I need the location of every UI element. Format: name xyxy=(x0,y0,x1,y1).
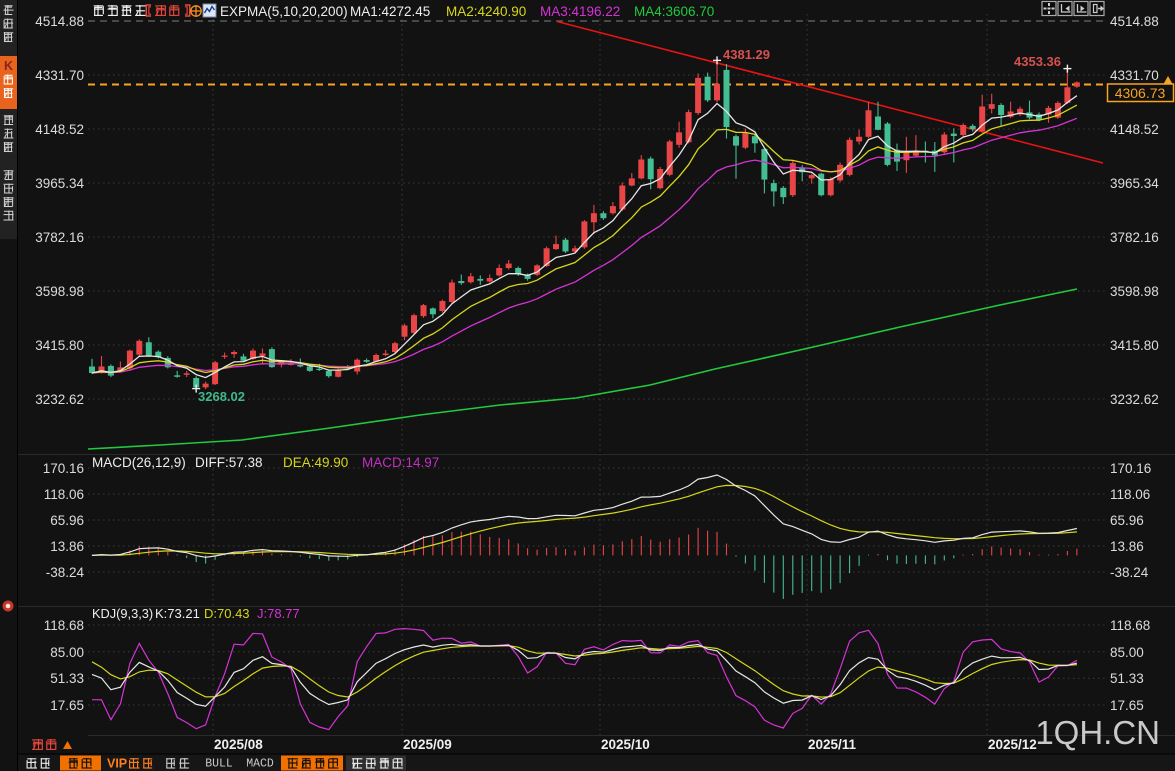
svg-text:3782.16: 3782.16 xyxy=(1110,230,1159,245)
svg-text:J:78.77: J:78.77 xyxy=(257,606,300,621)
svg-text:K:73.21: K:73.21 xyxy=(155,606,200,621)
svg-text:118.06: 118.06 xyxy=(44,487,84,502)
svg-text:51.33: 51.33 xyxy=(50,671,84,686)
svg-text:VIP: VIP xyxy=(107,757,127,771)
svg-text:17.65: 17.65 xyxy=(50,698,84,713)
svg-text:KDJ(9,3,3): KDJ(9,3,3) xyxy=(92,606,153,621)
svg-text:3232.62: 3232.62 xyxy=(35,392,84,407)
svg-text:4148.52: 4148.52 xyxy=(1110,122,1159,137)
svg-text:3965.34: 3965.34 xyxy=(1110,176,1159,191)
svg-text:DIFF:57.38: DIFF:57.38 xyxy=(195,455,263,470)
svg-text:D:70.43: D:70.43 xyxy=(204,606,250,621)
svg-text:170.16: 170.16 xyxy=(43,461,84,476)
svg-text:K: K xyxy=(4,59,13,73)
svg-text:51.33: 51.33 xyxy=(1110,671,1144,686)
svg-text:2025/10: 2025/10 xyxy=(601,737,650,752)
svg-text:4381.29: 4381.29 xyxy=(723,47,770,62)
svg-text:3598.98: 3598.98 xyxy=(1110,284,1159,299)
svg-text:BULL: BULL xyxy=(205,758,233,771)
svg-text:85.00: 85.00 xyxy=(50,645,84,660)
svg-text:1QH.CN: 1QH.CN xyxy=(1035,714,1160,751)
svg-text:MA1:4272.45: MA1:4272.45 xyxy=(350,4,430,19)
svg-text:3598.98: 3598.98 xyxy=(35,284,84,299)
svg-text:85.00: 85.00 xyxy=(1110,645,1144,660)
svg-text:13.86: 13.86 xyxy=(1110,539,1144,554)
svg-text:4306.73: 4306.73 xyxy=(1115,85,1166,101)
svg-text:2025/09: 2025/09 xyxy=(403,737,452,752)
svg-text:4331.70: 4331.70 xyxy=(1110,68,1159,83)
svg-text:4514.88: 4514.88 xyxy=(1110,14,1159,29)
svg-text:MACD(26,12,9): MACD(26,12,9) xyxy=(92,455,186,470)
svg-text:EXPMA(5,10,20,200): EXPMA(5,10,20,200) xyxy=(220,4,348,19)
svg-text:4331.70: 4331.70 xyxy=(35,68,84,83)
svg-text:2025/08: 2025/08 xyxy=(214,737,263,752)
svg-text:MACD:14.97: MACD:14.97 xyxy=(362,455,439,470)
svg-text:65.96: 65.96 xyxy=(50,513,84,528)
svg-text:-38.24: -38.24 xyxy=(46,565,85,580)
svg-text:13.86: 13.86 xyxy=(50,539,84,554)
svg-text:118.06: 118.06 xyxy=(1110,487,1150,502)
svg-text:2025/12: 2025/12 xyxy=(988,737,1037,752)
svg-text:118.68: 118.68 xyxy=(1110,618,1150,633)
svg-text:17.65: 17.65 xyxy=(1110,698,1144,713)
svg-text:MACD: MACD xyxy=(246,758,274,771)
svg-text:3965.34: 3965.34 xyxy=(35,176,84,191)
svg-text:118.68: 118.68 xyxy=(44,618,84,633)
svg-text:3415.80: 3415.80 xyxy=(35,338,84,353)
svg-text:4514.88: 4514.88 xyxy=(35,14,84,29)
svg-text:2025/11: 2025/11 xyxy=(808,737,857,752)
svg-text:DEA:49.90: DEA:49.90 xyxy=(283,455,348,470)
svg-text:MA3:4196.22: MA3:4196.22 xyxy=(540,4,620,19)
svg-text:4353.36: 4353.36 xyxy=(1014,54,1061,69)
svg-text:170.16: 170.16 xyxy=(1110,461,1151,476)
svg-text:65.96: 65.96 xyxy=(1110,513,1144,528)
svg-text:4148.52: 4148.52 xyxy=(35,122,84,137)
svg-text:3268.02: 3268.02 xyxy=(198,389,245,404)
svg-text:-38.24: -38.24 xyxy=(1110,565,1149,580)
svg-text:MA2:4240.90: MA2:4240.90 xyxy=(446,4,526,19)
svg-text:3782.16: 3782.16 xyxy=(35,230,84,245)
svg-text:3232.62: 3232.62 xyxy=(1110,392,1159,407)
svg-text:3415.80: 3415.80 xyxy=(1110,338,1159,353)
svg-text:MA4:3606.70: MA4:3606.70 xyxy=(634,4,714,19)
